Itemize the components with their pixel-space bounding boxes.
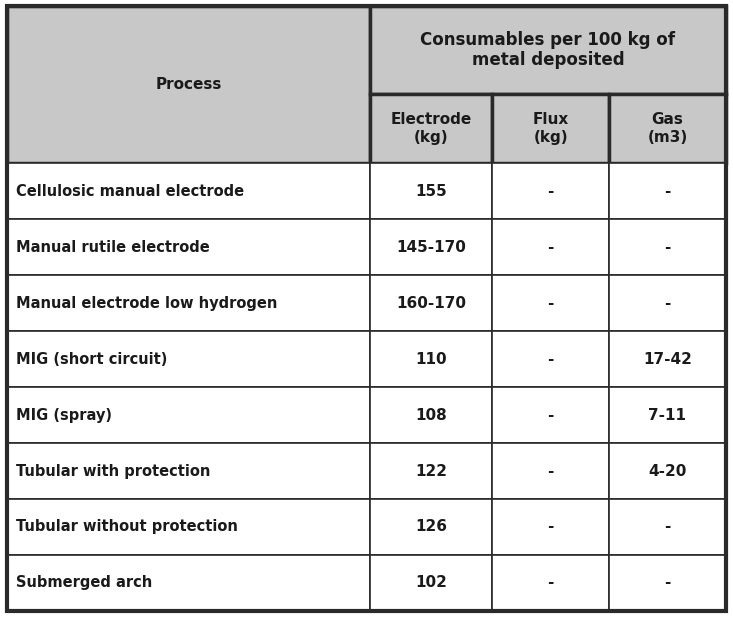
Bar bbox=[7, 164, 370, 219]
Text: 160-170: 160-170 bbox=[396, 296, 466, 311]
Bar bbox=[493, 275, 609, 331]
Text: -: - bbox=[664, 520, 671, 534]
Text: Manual rutile electrode: Manual rutile electrode bbox=[16, 240, 210, 255]
Bar bbox=[7, 387, 370, 443]
Bar bbox=[609, 555, 726, 611]
Text: Electrode
(kg): Electrode (kg) bbox=[391, 112, 472, 145]
Bar bbox=[493, 164, 609, 219]
Text: Cellulosic manual electrode: Cellulosic manual electrode bbox=[16, 184, 244, 199]
Text: MIG (short circuit): MIG (short circuit) bbox=[16, 352, 168, 366]
Bar bbox=[370, 164, 493, 219]
Bar bbox=[609, 219, 726, 275]
Text: Tubular without protection: Tubular without protection bbox=[16, 520, 238, 534]
Bar bbox=[609, 94, 726, 164]
Bar bbox=[609, 499, 726, 555]
Text: -: - bbox=[548, 184, 554, 199]
Bar bbox=[370, 331, 493, 387]
Text: 102: 102 bbox=[415, 576, 447, 590]
Text: -: - bbox=[548, 408, 554, 423]
Bar bbox=[370, 219, 493, 275]
Text: Flux
(kg): Flux (kg) bbox=[533, 112, 569, 145]
Text: Manual electrode low hydrogen: Manual electrode low hydrogen bbox=[16, 296, 278, 311]
Text: 7-11: 7-11 bbox=[649, 408, 687, 423]
Text: 110: 110 bbox=[416, 352, 447, 366]
Bar bbox=[609, 387, 726, 443]
Bar bbox=[493, 555, 609, 611]
Text: 17-42: 17-42 bbox=[643, 352, 692, 366]
Bar bbox=[493, 219, 609, 275]
Text: 108: 108 bbox=[416, 408, 447, 423]
Text: -: - bbox=[548, 463, 554, 479]
Text: 122: 122 bbox=[415, 463, 447, 479]
Text: -: - bbox=[548, 576, 554, 590]
Text: 155: 155 bbox=[416, 184, 447, 199]
Bar bbox=[609, 443, 726, 499]
Text: -: - bbox=[664, 296, 671, 311]
Bar bbox=[493, 443, 609, 499]
Text: -: - bbox=[664, 576, 671, 590]
Text: 145-170: 145-170 bbox=[397, 240, 466, 255]
Bar bbox=[7, 443, 370, 499]
Bar bbox=[370, 555, 493, 611]
Bar bbox=[370, 6, 726, 94]
Bar bbox=[493, 331, 609, 387]
Bar bbox=[7, 555, 370, 611]
Bar bbox=[370, 387, 493, 443]
Text: Submerged arch: Submerged arch bbox=[16, 576, 152, 590]
Text: 4-20: 4-20 bbox=[648, 463, 687, 479]
Text: -: - bbox=[548, 352, 554, 366]
Bar bbox=[7, 275, 370, 331]
Bar bbox=[609, 164, 726, 219]
Bar bbox=[370, 499, 493, 555]
Text: -: - bbox=[548, 296, 554, 311]
Bar bbox=[7, 219, 370, 275]
Bar bbox=[7, 6, 370, 164]
Bar bbox=[7, 331, 370, 387]
Text: MIG (spray): MIG (spray) bbox=[16, 408, 112, 423]
Text: -: - bbox=[548, 240, 554, 255]
Bar bbox=[609, 331, 726, 387]
Bar bbox=[493, 499, 609, 555]
Text: Process: Process bbox=[155, 77, 222, 93]
Bar bbox=[493, 94, 609, 164]
Text: -: - bbox=[664, 240, 671, 255]
Text: Consumables per 100 kg of
metal deposited: Consumables per 100 kg of metal deposite… bbox=[421, 31, 675, 69]
Bar bbox=[370, 443, 493, 499]
Text: 126: 126 bbox=[415, 520, 447, 534]
Text: Tubular with protection: Tubular with protection bbox=[16, 463, 210, 479]
Bar bbox=[609, 275, 726, 331]
Bar bbox=[7, 499, 370, 555]
Bar bbox=[370, 275, 493, 331]
Text: -: - bbox=[548, 520, 554, 534]
Bar bbox=[370, 94, 493, 164]
Text: Gas
(m3): Gas (m3) bbox=[647, 112, 688, 145]
Bar bbox=[493, 387, 609, 443]
Text: -: - bbox=[664, 184, 671, 199]
